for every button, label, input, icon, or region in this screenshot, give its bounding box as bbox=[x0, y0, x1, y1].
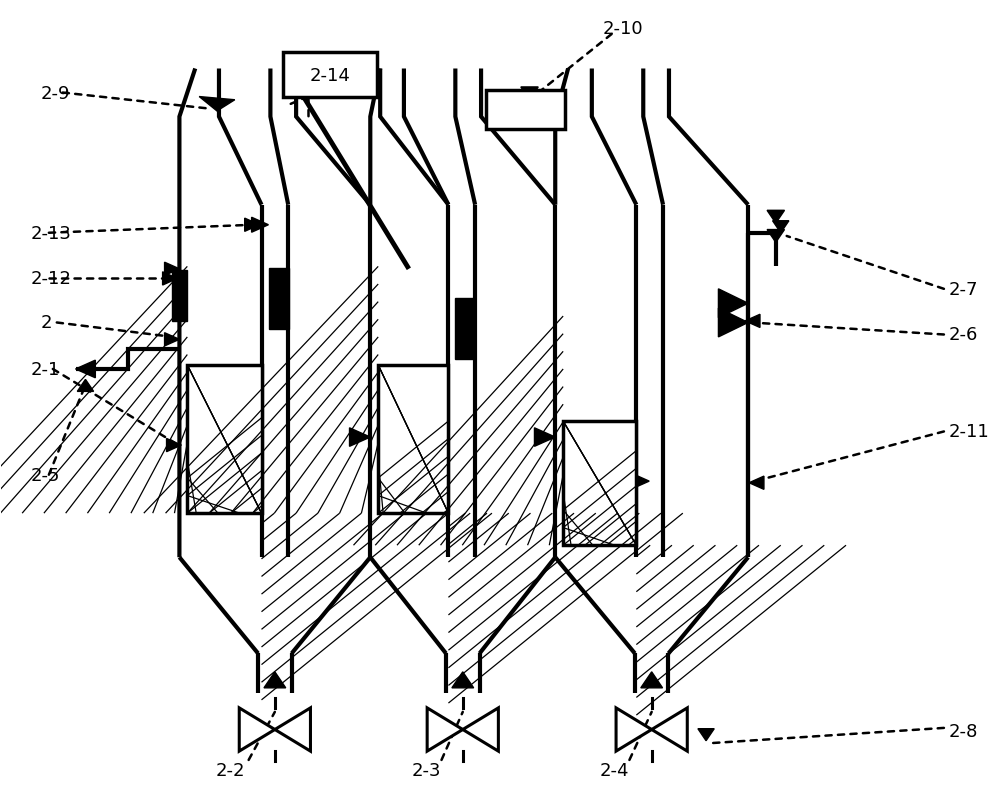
Polygon shape bbox=[521, 88, 538, 100]
Polygon shape bbox=[275, 708, 310, 751]
Bar bbox=[563, 422, 636, 545]
Polygon shape bbox=[641, 672, 663, 688]
Polygon shape bbox=[718, 289, 748, 318]
Polygon shape bbox=[652, 708, 687, 751]
Text: 2-7: 2-7 bbox=[949, 280, 978, 299]
Polygon shape bbox=[767, 230, 784, 243]
Polygon shape bbox=[252, 218, 268, 233]
Text: 2-5: 2-5 bbox=[31, 466, 61, 484]
Polygon shape bbox=[350, 428, 370, 446]
Text: 2-12: 2-12 bbox=[31, 270, 72, 288]
Text: 2-6: 2-6 bbox=[949, 326, 978, 344]
Polygon shape bbox=[767, 211, 784, 224]
Polygon shape bbox=[698, 729, 714, 741]
Text: 2-1: 2-1 bbox=[31, 361, 60, 378]
Polygon shape bbox=[163, 272, 177, 286]
Polygon shape bbox=[745, 315, 760, 328]
Polygon shape bbox=[264, 672, 286, 688]
Polygon shape bbox=[630, 473, 649, 490]
Text: 2-14: 2-14 bbox=[310, 67, 351, 84]
Text: 2-13: 2-13 bbox=[31, 225, 72, 243]
Polygon shape bbox=[534, 428, 555, 446]
Polygon shape bbox=[749, 476, 764, 490]
Text: 2-10: 2-10 bbox=[602, 20, 643, 39]
Bar bbox=[187, 365, 262, 514]
Text: 2-9: 2-9 bbox=[41, 84, 70, 103]
Polygon shape bbox=[427, 708, 463, 751]
Bar bbox=[283, 54, 377, 97]
Polygon shape bbox=[245, 219, 260, 232]
Bar bbox=[269, 269, 289, 329]
Text: 2-2: 2-2 bbox=[216, 760, 246, 779]
Polygon shape bbox=[463, 708, 498, 751]
Polygon shape bbox=[718, 308, 748, 337]
Bar bbox=[378, 365, 448, 514]
Bar bbox=[563, 422, 636, 545]
Polygon shape bbox=[452, 672, 474, 688]
Polygon shape bbox=[165, 333, 179, 346]
Polygon shape bbox=[773, 222, 789, 234]
Bar bbox=[486, 91, 565, 129]
Text: 2-4: 2-4 bbox=[600, 760, 629, 779]
Polygon shape bbox=[165, 263, 179, 276]
Polygon shape bbox=[616, 708, 652, 751]
Bar bbox=[378, 365, 448, 514]
Polygon shape bbox=[77, 380, 94, 392]
Bar bbox=[172, 271, 187, 321]
Text: 2-3: 2-3 bbox=[412, 760, 441, 779]
Text: 2-8: 2-8 bbox=[949, 722, 978, 740]
Polygon shape bbox=[76, 361, 95, 378]
Polygon shape bbox=[199, 97, 235, 112]
Polygon shape bbox=[239, 708, 275, 751]
Bar bbox=[455, 299, 475, 360]
Text: 2: 2 bbox=[41, 314, 52, 332]
Polygon shape bbox=[167, 439, 181, 452]
Bar bbox=[187, 365, 262, 514]
Text: 2-11: 2-11 bbox=[949, 423, 990, 441]
